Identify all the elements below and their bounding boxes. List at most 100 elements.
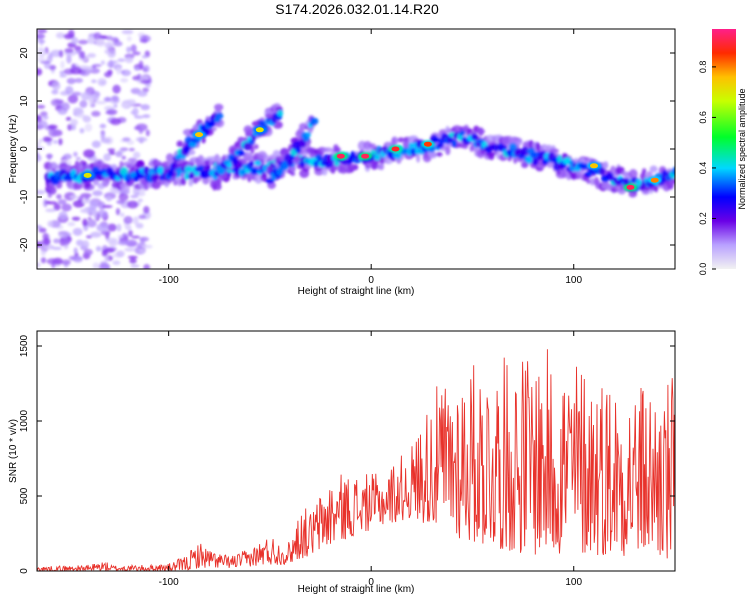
heatmap-noise-cell (40, 60, 51, 64)
heatmap-noise-cell (72, 200, 85, 208)
spectrogram-y-tick-label: 0 (19, 146, 30, 152)
heatmap-noise-cell (80, 92, 91, 101)
heatmap-noise-cell (135, 136, 148, 143)
heatmap-noise-cell (117, 240, 130, 246)
heatmap-noise-cell (132, 151, 141, 159)
heatmap-trace-cell (305, 131, 311, 138)
heatmap-trace-cell (249, 160, 255, 167)
heatmap-noise-cell (132, 51, 141, 56)
heatmap-noise-cell (66, 77, 76, 85)
snr-x-tick-label: 100 (565, 577, 582, 588)
heatmap-halo-cell (415, 152, 421, 163)
heatmap-halo-cell (291, 137, 299, 143)
heatmap-noise-cell (104, 41, 114, 50)
heatmap-noise-cell (140, 237, 146, 244)
heatmap-trace-cell (298, 139, 307, 148)
heatmap-halo-cell (649, 165, 658, 173)
heatmap-trace-cell (234, 168, 241, 176)
heatmap-noise-cell (58, 138, 63, 146)
snr-x-tick-label: -100 (159, 577, 179, 588)
heatmap-noise-cell (44, 137, 53, 142)
heatmap-noise-cell (48, 64, 57, 71)
heatmap-trace-cell (206, 120, 216, 128)
heatmap-halo-cell (212, 126, 217, 132)
heatmap-noise-cell (37, 56, 46, 63)
heatmap-noise-cell (78, 50, 84, 59)
heatmap-noise-cell (70, 118, 79, 126)
heatmap-trace-cell (277, 109, 284, 117)
heatmap-noise-cell (116, 250, 125, 258)
heatmap-trace-cell (508, 142, 518, 152)
heatmap-noise-cell (56, 193, 62, 200)
heatmap-noise-cell (113, 104, 118, 108)
heatmap-halo-cell (201, 136, 206, 144)
heatmap-halo-cell (254, 174, 263, 184)
heatmap-trace-cell (459, 130, 466, 136)
heatmap-noise-cell (42, 237, 51, 246)
heatmap-halo-cell (573, 157, 579, 164)
heatmap-noise-cell (42, 115, 49, 120)
heatmap-noise-cell (45, 208, 57, 213)
heatmap-halo-cell (671, 177, 675, 184)
spectrogram-y-tick-label: -20 (19, 237, 30, 252)
heatmap-peak (589, 163, 598, 169)
heatmap-halo-cell (628, 169, 638, 179)
heatmap-noise-cell (130, 44, 137, 53)
heatmap-trace-cell (198, 165, 205, 171)
heatmap-noise-cell (81, 208, 89, 213)
heatmap-noise-cell (120, 77, 129, 83)
heatmap-noise-cell (75, 156, 81, 161)
heatmap-noise-cell (91, 79, 97, 84)
heatmap-noise-cell (88, 97, 94, 105)
figure-title: S174.2026.032.01.14.R20 (275, 1, 439, 17)
heatmap-noise-cell (87, 216, 92, 221)
heatmap-trace-cell (286, 159, 294, 166)
spectrogram-y-tick-label: 20 (19, 47, 30, 59)
heatmap-noise-cell (134, 115, 144, 119)
heatmap-noise-cell (64, 48, 74, 54)
spectrogram-x-label: Height of straight line (km) (298, 286, 415, 297)
heatmap-halo-cell (323, 147, 334, 153)
heatmap-noise-cell (38, 138, 43, 143)
heatmap-trace-cell (254, 160, 262, 166)
heatmap-noise-cell (62, 238, 70, 246)
heatmap-noise-cell (108, 151, 116, 156)
snr-y-tick-label: 1000 (19, 409, 30, 432)
heatmap-noise-cell (134, 66, 140, 71)
heatmap-noise-cell (51, 246, 62, 251)
heatmap-noise-cell (71, 63, 76, 71)
heatmap-noise-cell (124, 247, 136, 252)
heatmap-noise-cell (125, 239, 138, 248)
heatmap-halo-cell (590, 177, 595, 186)
heatmap-noise-cell (145, 83, 151, 88)
spectrogram-heatmap (37, 29, 675, 269)
heatmap-halo-cell (602, 181, 610, 188)
heatmap-noise-cell (61, 259, 71, 266)
heatmap-noise-cell (37, 262, 41, 268)
heatmap-noise-cell (71, 216, 81, 221)
heatmap-trace-cell (599, 167, 606, 176)
heatmap-noise-cell (37, 104, 46, 109)
heatmap-noise-cell (132, 216, 139, 225)
heatmap-peak (361, 153, 370, 159)
heatmap-halo-cell (321, 166, 328, 176)
heatmap-noise-cell (132, 107, 139, 117)
heatmap-noise-cell (73, 151, 78, 157)
heatmap-peaks (80, 125, 662, 192)
heatmap-trace-cell (341, 158, 349, 165)
spectrogram-y-tick-label: -10 (19, 189, 30, 204)
heatmap-noise-cell (101, 204, 113, 209)
heatmap-noise-cell (37, 47, 44, 51)
heatmap-peak (336, 153, 345, 159)
heatmap-noise-cell (126, 35, 132, 42)
heatmap-noise-cell (117, 58, 126, 63)
spectrogram-x-tick-label: 0 (368, 275, 374, 286)
heatmap-noise-cell (65, 85, 74, 95)
heatmap-noise-cell (63, 244, 69, 250)
heatmap-noise-cell (116, 67, 122, 75)
heatmap-noise-cell (71, 37, 79, 45)
heatmap-halo-cell (214, 178, 222, 187)
spectrogram-y-label: Frequency (Hz) (8, 115, 19, 184)
heatmap-noise-cell (50, 98, 62, 107)
